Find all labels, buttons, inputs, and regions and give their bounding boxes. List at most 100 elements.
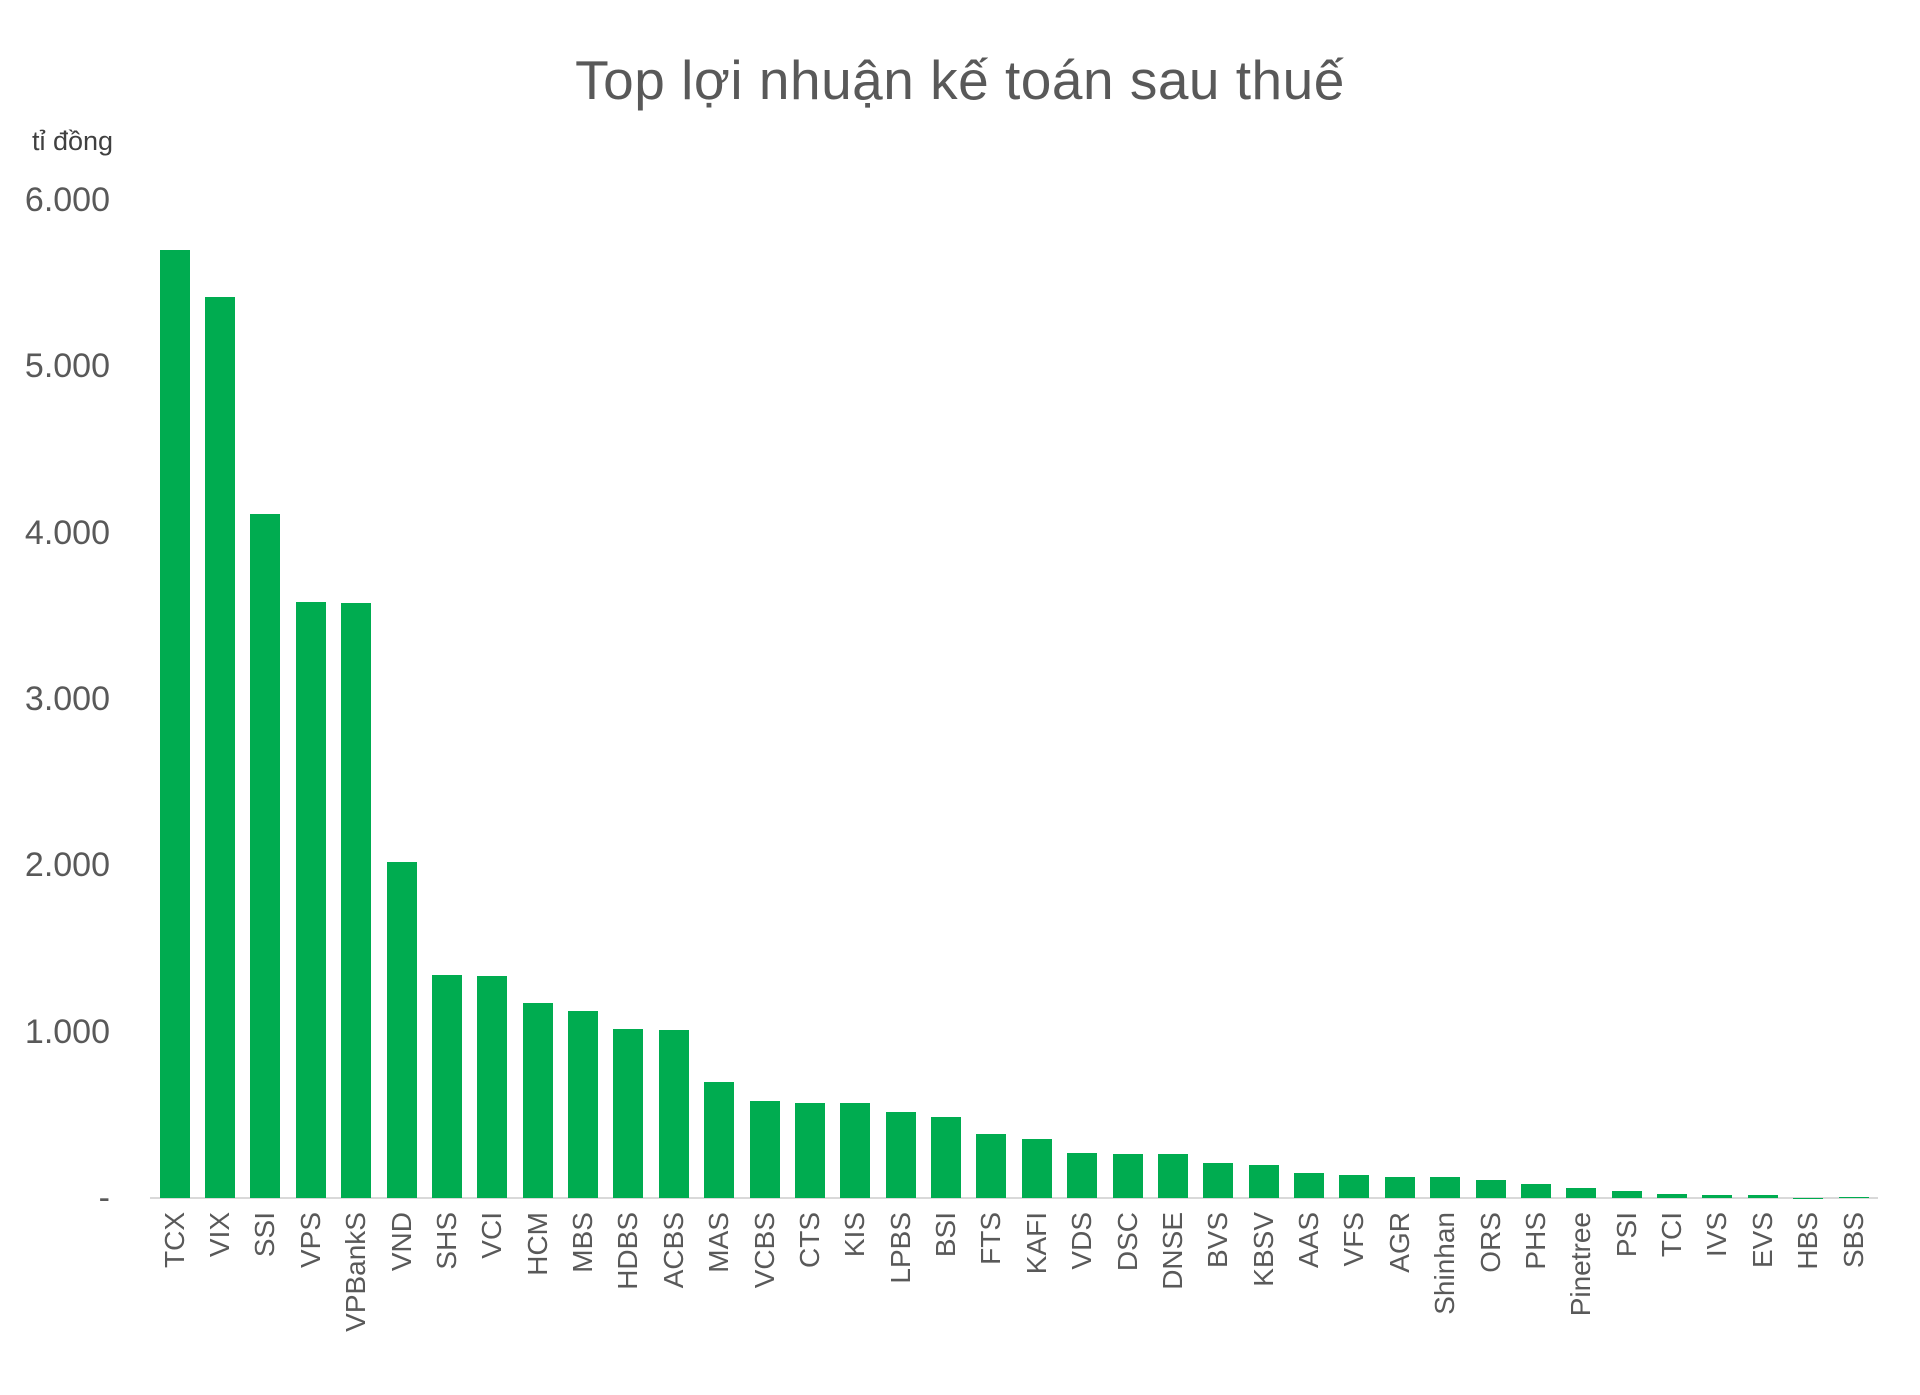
bar-Pinetree	[1566, 1188, 1597, 1198]
x-axis-labels: TCX VIX SSI VPS VPBankS VND SHS VCI HCM MBS HDBS AC…	[152, 1212, 1876, 1392]
x-axis-label-Pinetree: Pinetree	[1565, 1212, 1597, 1317]
x-axis-label-ORS: ORS	[1474, 1212, 1506, 1273]
bar-slot-ACBS	[651, 200, 696, 1198]
bar-VDS	[1067, 1152, 1098, 1198]
x-axis-label-HDBS: HDBS	[612, 1212, 644, 1290]
bar-EVS	[1747, 1195, 1778, 1198]
y-axis-tick-label: 6.000	[24, 181, 110, 219]
bar-slot-VFS	[1332, 200, 1377, 1198]
bar-LPBS	[885, 1112, 916, 1198]
bar-slot-KBSV	[1241, 200, 1286, 1198]
x-axis-label-cell-PSI: PSI	[1604, 1212, 1649, 1392]
bar-slot-FTS	[969, 200, 1014, 1198]
x-axis-label-VDS: VDS	[1066, 1212, 1098, 1270]
x-axis-label-cell-VPS: VPS	[288, 1212, 333, 1392]
y-axis-tick-label: -	[98, 1179, 110, 1217]
x-axis-label-cell-PHS: PHS	[1513, 1212, 1558, 1392]
x-axis-label-BSI: BSI	[930, 1212, 962, 1258]
x-axis-label-cell-BVS: BVS	[1196, 1212, 1241, 1392]
bar-ACBS	[658, 1029, 689, 1198]
x-axis-label-cell-VFS: VFS	[1332, 1212, 1377, 1392]
x-axis-label-cell-HDBS: HDBS	[606, 1212, 651, 1392]
bar-VFS	[1339, 1174, 1370, 1198]
bar-slot-KAFI	[1014, 200, 1059, 1198]
x-axis-label-cell-KAFI: KAFI	[1014, 1212, 1059, 1392]
bar-SSI	[250, 514, 281, 1198]
x-axis-label-FTS: FTS	[975, 1212, 1007, 1265]
x-axis-label-PHS: PHS	[1519, 1212, 1551, 1270]
y-axis-tick-label: 3.000	[24, 680, 110, 718]
bar-BSI	[931, 1117, 962, 1198]
bar-AAS	[1294, 1172, 1325, 1198]
bar-AGR	[1384, 1176, 1415, 1198]
x-axis-label-cell-VIX: VIX	[197, 1212, 242, 1392]
y-axis: 6.000 5.000 4.000 3.000 2.000 1.000 -	[0, 0, 110, 1395]
x-axis-label-CTS: CTS	[793, 1212, 825, 1268]
x-axis-label-MBS: MBS	[567, 1212, 599, 1273]
x-axis-label-VCI: VCI	[476, 1212, 508, 1259]
bar-slot-PSI	[1604, 200, 1649, 1198]
bar-slot-DNSE	[1150, 200, 1195, 1198]
x-axis-label-VND: VND	[385, 1212, 417, 1272]
y-axis-tick-label: 1.000	[24, 1012, 110, 1051]
x-axis-label-KBSV: KBSV	[1247, 1212, 1279, 1287]
x-axis-label-SBS: SBS	[1837, 1212, 1869, 1269]
x-axis-label-cell-DNSE: DNSE	[1150, 1212, 1195, 1392]
x-axis-label-TCX: TCX	[158, 1212, 190, 1268]
bar-TCI	[1657, 1193, 1688, 1198]
bar-slot-BSI	[923, 200, 968, 1198]
y-axis-unit-label: tỉ đồng	[32, 126, 114, 156]
x-axis-label-ACBS: ACBS	[657, 1212, 689, 1289]
x-axis-label-MAS: MAS	[703, 1212, 735, 1273]
bar-CTS	[794, 1102, 825, 1198]
x-axis-label-cell-TCI: TCI	[1649, 1212, 1694, 1392]
bar-slot-VIX	[197, 200, 242, 1198]
x-axis-label-SSI: SSI	[249, 1212, 281, 1258]
x-axis-label-cell-HCM: HCM	[515, 1212, 560, 1392]
bar-VCI	[477, 975, 508, 1198]
bar-slot-LPBS	[878, 200, 923, 1198]
x-axis-label-cell-Shinhan: Shinhan	[1423, 1212, 1468, 1392]
x-axis-label-cell-HBS: HBS	[1786, 1212, 1831, 1392]
x-axis-label-cell-DSC: DSC	[1105, 1212, 1150, 1392]
x-axis-label-cell-ORS: ORS	[1468, 1212, 1513, 1392]
bar-slot-HDBS	[606, 200, 651, 1198]
bar-MBS	[568, 1010, 599, 1198]
x-axis-label-cell-ACBS: ACBS	[651, 1212, 696, 1392]
x-axis-label-AAS: AAS	[1293, 1212, 1325, 1269]
bar-SBS	[1838, 1197, 1869, 1198]
bar-IVS	[1702, 1195, 1733, 1198]
bar-slot-AGR	[1377, 200, 1422, 1198]
bar-KIS	[840, 1103, 871, 1198]
x-axis-label-cell-VPBankS: VPBankS	[334, 1212, 379, 1392]
y-axis-tick-label: 5.000	[24, 347, 110, 386]
bar-FTS	[976, 1133, 1007, 1198]
bar-slot-Pinetree	[1559, 200, 1604, 1198]
bar-slot-VCBS	[742, 200, 787, 1198]
bar-slot-CTS	[787, 200, 832, 1198]
x-axis-label-cell-VCI: VCI	[470, 1212, 515, 1392]
bar-MAS	[704, 1082, 735, 1198]
x-axis-label-VPBankS: VPBankS	[340, 1212, 372, 1332]
x-axis-label-KAFI: KAFI	[1020, 1212, 1052, 1275]
bar-VPBankS	[341, 602, 372, 1198]
x-axis-label-DSC: DSC	[1111, 1212, 1143, 1272]
x-axis-label-cell-EVS: EVS	[1740, 1212, 1785, 1392]
x-axis-label-Shinhan: Shinhan	[1429, 1212, 1461, 1315]
bar-slot-HBS	[1786, 200, 1831, 1198]
x-axis-label-TCI: TCI	[1656, 1212, 1688, 1258]
x-axis-label-EVS: EVS	[1746, 1212, 1778, 1269]
bar-slot-IVS	[1695, 200, 1740, 1198]
bar-slot-AAS	[1286, 200, 1331, 1198]
x-axis-label-cell-SSI: SSI	[243, 1212, 288, 1392]
x-axis-label-KIS: KIS	[839, 1212, 871, 1258]
x-axis-label-VFS: VFS	[1338, 1212, 1370, 1267]
x-axis-label-PSI: PSI	[1610, 1212, 1642, 1258]
plot-area	[152, 200, 1876, 1198]
bar-VPS	[295, 601, 326, 1198]
bar-slot-ORS	[1468, 200, 1513, 1198]
bar-slot-Shinhan	[1423, 200, 1468, 1198]
x-axis-label-cell-Pinetree: Pinetree	[1559, 1212, 1604, 1392]
bar-Shinhan	[1430, 1177, 1461, 1198]
